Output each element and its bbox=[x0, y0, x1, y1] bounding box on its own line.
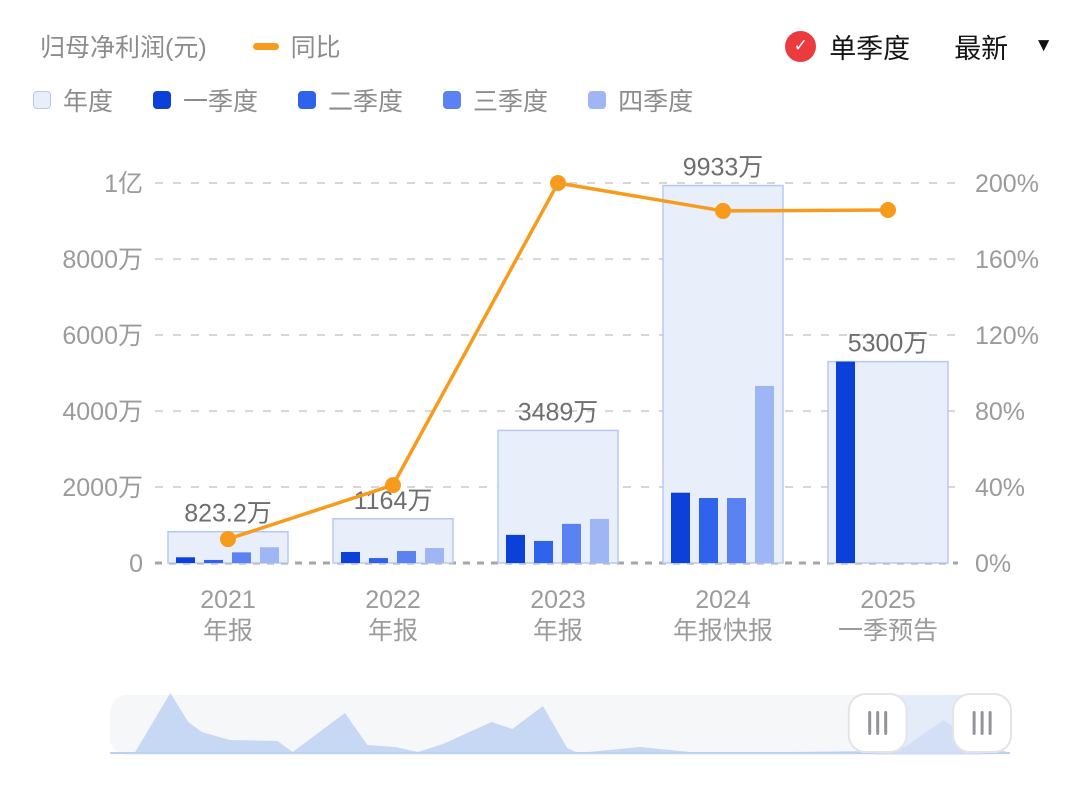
q3-bar-2023[interactable] bbox=[562, 523, 581, 563]
q2-bar-2024[interactable] bbox=[699, 498, 718, 563]
y-axis-label-right: 40% bbox=[975, 474, 1025, 502]
q2-bar-2023[interactable] bbox=[534, 540, 553, 563]
x-axis-label-2022: 2022 年报 bbox=[365, 586, 421, 645]
q3-bar-2022[interactable] bbox=[397, 551, 416, 563]
grip-bars-icon bbox=[980, 711, 984, 735]
q2-bar-2021[interactable] bbox=[204, 559, 223, 563]
q2-bar-2022[interactable] bbox=[369, 558, 388, 563]
legend-label: 四季度 bbox=[618, 88, 694, 116]
legend-swatch-icon bbox=[33, 91, 51, 109]
latest-dropdown-label[interactable]: 最新 bbox=[954, 33, 1009, 64]
legend-item-年度[interactable]: 年度 bbox=[33, 82, 113, 118]
navigator-area bbox=[110, 692, 1010, 753]
y-axis-label-left: 2000万 bbox=[62, 474, 143, 502]
yoy-point-2021[interactable] bbox=[220, 531, 236, 548]
q1-bar-2023[interactable] bbox=[506, 534, 525, 563]
single-quarter-toggle[interactable]: 单季度 bbox=[829, 33, 911, 64]
q1-bar-2021[interactable] bbox=[176, 557, 195, 563]
yoy-point-2025[interactable] bbox=[880, 201, 896, 218]
annual-value-label-2023: 3489万 bbox=[518, 398, 599, 426]
q3-bar-2024[interactable] bbox=[727, 498, 746, 563]
q1-bar-2022[interactable] bbox=[341, 551, 360, 563]
q3-bar-2021[interactable] bbox=[232, 552, 251, 563]
legend-item-三季度[interactable]: 三季度 bbox=[443, 82, 548, 118]
q1-bar-2025[interactable] bbox=[836, 361, 855, 563]
grip-bars-icon bbox=[972, 711, 976, 735]
legend-item-一季度[interactable]: 一季度 bbox=[153, 82, 258, 118]
legend-swatch-icon bbox=[153, 91, 172, 109]
q4-bar-2022[interactable] bbox=[425, 547, 444, 563]
chart-header: 归母净利润(元) 同比 ✓ 单季度 最新 ▼ bbox=[40, 26, 1053, 66]
annual-value-label-2021: 823.2万 bbox=[184, 500, 272, 528]
legend-swatch-icon bbox=[298, 91, 317, 109]
legend-item-四季度[interactable]: 四季度 bbox=[588, 82, 693, 118]
y-axis-label-left: 4000万 bbox=[62, 398, 143, 426]
y-axis-label-right: 160% bbox=[975, 246, 1039, 274]
yoy-line-swatch-icon bbox=[252, 42, 279, 50]
yoy-legend-label: 同比 bbox=[290, 34, 341, 62]
q1-bar-2024[interactable] bbox=[671, 492, 690, 563]
legend-label: 二季度 bbox=[328, 88, 404, 116]
annual-value-label-2024: 9933万 bbox=[683, 154, 764, 182]
x-axis-label-2024: 2024 年报快报 bbox=[673, 586, 773, 645]
yoy-point-2024[interactable] bbox=[715, 202, 731, 219]
grip-bars-icon bbox=[868, 711, 872, 735]
y-axis-label-left: 1亿 bbox=[104, 170, 143, 198]
grip-bars-icon bbox=[884, 711, 888, 735]
q4-bar-2023[interactable] bbox=[590, 518, 609, 563]
grip-bars-icon bbox=[988, 711, 992, 735]
y-axis-label-left: 6000万 bbox=[62, 322, 143, 350]
x-axis-label-2021: 2021 年报 bbox=[200, 586, 256, 645]
dropdown-caret-icon[interactable]: ▼ bbox=[1034, 35, 1053, 56]
y-axis-label-left: 0 bbox=[129, 550, 143, 578]
y-axis-label-right: 120% bbox=[975, 322, 1039, 350]
legend-label: 年度 bbox=[63, 88, 114, 116]
header-controls: ✓ 单季度 最新 ▼ bbox=[785, 27, 1053, 66]
grip-bars-icon bbox=[876, 711, 880, 735]
legend-label: 一季度 bbox=[183, 88, 259, 116]
legend-label: 三季度 bbox=[473, 88, 549, 116]
q4-bar-2021[interactable] bbox=[260, 547, 279, 563]
legend-swatch-icon bbox=[588, 91, 607, 109]
quarter-legend: 年度 一季度 二季度 三季度 四季度 bbox=[33, 82, 693, 118]
q4-bar-2024[interactable] bbox=[755, 385, 774, 563]
x-axis-label-2025: 2025 一季预告 bbox=[838, 586, 938, 645]
y-axis-label-left: 8000万 bbox=[62, 246, 143, 274]
y-axis-label-right: 200% bbox=[975, 170, 1039, 198]
yoy-point-2023[interactable] bbox=[550, 175, 566, 191]
single-quarter-check-icon[interactable]: ✓ bbox=[785, 30, 817, 62]
legend-item-二季度[interactable]: 二季度 bbox=[298, 82, 403, 118]
annual-value-label-2025: 5300万 bbox=[848, 330, 929, 358]
legend-swatch-icon bbox=[443, 91, 462, 109]
chart-title: 归母净利润(元) bbox=[40, 34, 207, 62]
y-axis-label-right: 0% bbox=[975, 550, 1011, 578]
y-axis-label-right: 80% bbox=[975, 398, 1025, 426]
x-axis-label-2023: 2023 年报 bbox=[530, 586, 586, 645]
yoy-point-2022[interactable] bbox=[385, 477, 401, 494]
